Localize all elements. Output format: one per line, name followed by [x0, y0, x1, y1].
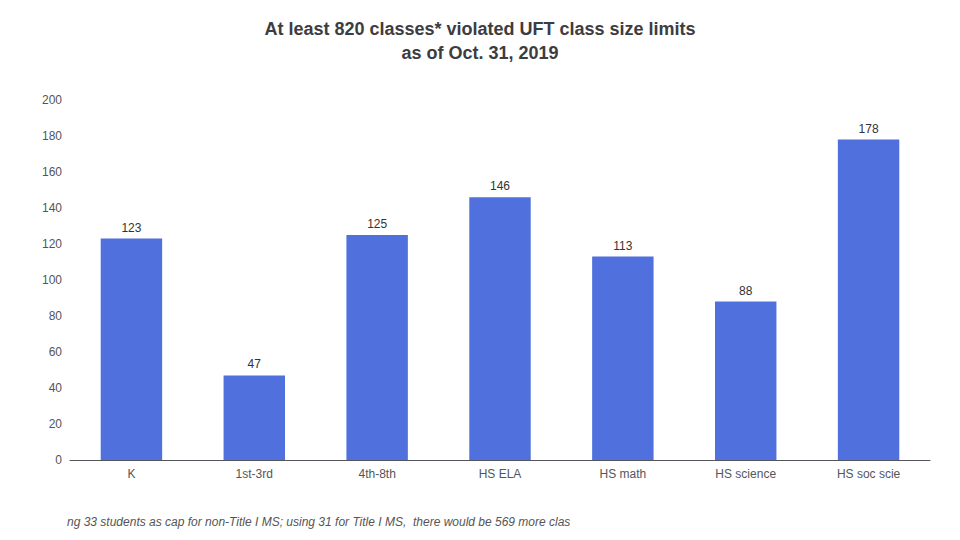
svg-text:K: K: [127, 467, 135, 481]
svg-text:40: 40: [49, 381, 63, 395]
svg-text:100: 100: [42, 273, 62, 287]
svg-text:1st-3rd: 1st-3rd: [236, 467, 273, 481]
svg-text:HS science: HS science: [715, 467, 776, 481]
svg-text:178: 178: [859, 122, 879, 136]
svg-text:146: 146: [490, 179, 510, 193]
svg-text:160: 160: [42, 165, 62, 179]
svg-text:80: 80: [49, 309, 63, 323]
svg-text:HS math: HS math: [600, 467, 647, 481]
svg-text:140: 140: [42, 201, 62, 215]
svg-text:120: 120: [42, 237, 62, 251]
svg-text:as of Oct. 31, 2019: as of Oct. 31, 2019: [401, 43, 558, 63]
svg-text:113: 113: [613, 239, 632, 253]
svg-text:HS ELA: HS ELA: [479, 467, 522, 481]
svg-text:47: 47: [248, 357, 262, 371]
svg-text:180: 180: [42, 129, 62, 143]
svg-text:4th-8th: 4th-8th: [358, 467, 395, 481]
svg-text:0: 0: [55, 453, 62, 467]
svg-text:At least 820 classes* violated: At least 820 classes* violated UFT class…: [264, 19, 695, 39]
svg-text:88: 88: [739, 284, 753, 298]
svg-text:HS soc scie: HS soc scie: [837, 467, 901, 481]
svg-text:200: 200: [42, 93, 62, 107]
svg-text:60: 60: [49, 345, 63, 359]
svg-text:20: 20: [49, 417, 63, 431]
svg-text:125: 125: [367, 217, 387, 231]
svg-text:ng 33 students as cap for non-: ng 33 students as cap for non-Title I MS…: [67, 515, 570, 529]
svg-text:123: 123: [121, 221, 141, 235]
